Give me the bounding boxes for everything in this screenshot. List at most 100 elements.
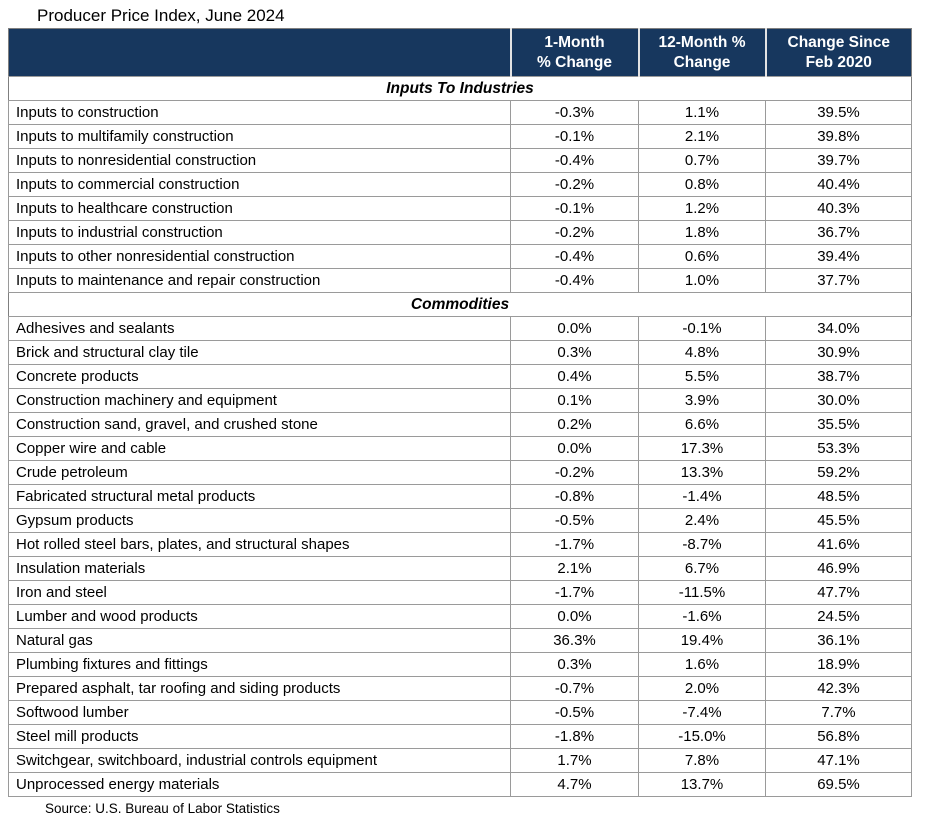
- table-row: Inputs to other nonresidential construct…: [8, 244, 912, 269]
- row-value-12-month-change: 3.9%: [638, 388, 766, 413]
- row-value-1-month-change: -0.1%: [510, 196, 639, 221]
- row-value-change-since-feb-2020: 59.2%: [765, 460, 912, 485]
- row-value-change-since-feb-2020: 48.5%: [765, 484, 912, 509]
- table-row: Softwood lumber -0.5% -7.4% 7.7%: [8, 700, 912, 725]
- row-value-1-month-change: -0.5%: [510, 700, 639, 725]
- row-value-12-month-change: -11.5%: [638, 580, 766, 605]
- row-value-change-since-feb-2020: 36.7%: [765, 220, 912, 245]
- table-row: Insulation materials 2.1% 6.7% 46.9%: [8, 556, 912, 581]
- row-label: Inputs to other nonresidential construct…: [8, 244, 511, 269]
- table-row: Steel mill products -1.8% -15.0% 56.8%: [8, 724, 912, 749]
- row-value-1-month-change: 0.3%: [510, 340, 639, 365]
- row-value-12-month-change: -8.7%: [638, 532, 766, 557]
- row-label: Construction sand, gravel, and crushed s…: [8, 412, 511, 437]
- table-row: Construction machinery and equipment 0.1%…: [8, 388, 912, 413]
- row-value-change-since-feb-2020: 7.7%: [765, 700, 912, 725]
- row-value-change-since-feb-2020: 35.5%: [765, 412, 912, 437]
- row-label: Unprocessed energy materials: [8, 772, 511, 797]
- row-value-12-month-change: 13.3%: [638, 460, 766, 485]
- row-value-1-month-change: 0.0%: [510, 436, 639, 461]
- row-value-1-month-change: -0.4%: [510, 244, 639, 269]
- table-row: Lumber and wood products 0.0% -1.6% 24.5%: [8, 604, 912, 629]
- table-row: Unprocessed energy materials 4.7% 13.7% 69.…: [8, 772, 912, 797]
- table-row: Copper wire and cable 0.0% 17.3% 53.3%: [8, 436, 912, 461]
- row-label: Concrete products: [8, 364, 511, 389]
- row-value-change-since-feb-2020: 45.5%: [765, 508, 912, 533]
- row-value-1-month-change: 4.7%: [510, 772, 639, 797]
- row-value-1-month-change: -0.2%: [510, 172, 639, 197]
- row-value-1-month-change: -1.7%: [510, 532, 639, 557]
- row-value-12-month-change: 1.8%: [638, 220, 766, 245]
- row-value-12-month-change: 4.8%: [638, 340, 766, 365]
- row-value-12-month-change: 17.3%: [638, 436, 766, 461]
- row-value-change-since-feb-2020: 38.7%: [765, 364, 912, 389]
- row-label: Hot rolled steel bars, plates, and struc…: [8, 532, 511, 557]
- row-value-change-since-feb-2020: 37.7%: [765, 268, 912, 293]
- row-value-1-month-change: 0.4%: [510, 364, 639, 389]
- row-value-12-month-change: 6.6%: [638, 412, 766, 437]
- row-value-12-month-change: 5.5%: [638, 364, 766, 389]
- row-value-change-since-feb-2020: 39.5%: [765, 100, 912, 125]
- row-value-change-since-feb-2020: 34.0%: [765, 316, 912, 341]
- table-row: Brick and structural clay tile 0.3% 4.8% 30…: [8, 340, 912, 365]
- row-value-12-month-change: 2.4%: [638, 508, 766, 533]
- row-value-1-month-change: -0.2%: [510, 460, 639, 485]
- row-label: Fabricated structural metal products: [8, 484, 511, 509]
- row-label: Lumber and wood products: [8, 604, 511, 629]
- table-row: Natural gas 36.3% 19.4% 36.1%: [8, 628, 912, 653]
- row-value-change-since-feb-2020: 56.8%: [765, 724, 912, 749]
- header-1-month-change: 1-Month % Change: [509, 28, 639, 77]
- header-change-since-feb-2020: Change Since Feb 2020: [764, 28, 912, 77]
- row-label: Prepared asphalt, tar roofing and siding…: [8, 676, 511, 701]
- row-value-12-month-change: 2.0%: [638, 676, 766, 701]
- row-value-1-month-change: -0.3%: [510, 100, 639, 125]
- row-value-change-since-feb-2020: 47.1%: [765, 748, 912, 773]
- row-value-12-month-change: 1.0%: [638, 268, 766, 293]
- header-corner-cell: [8, 28, 511, 77]
- table-row: Inputs to nonresidential construction -0.…: [8, 148, 912, 173]
- table-row: Inputs to commercial construction -0.2% 0.…: [8, 172, 912, 197]
- table-row: Inputs to construction -0.3% 1.1% 39.5%: [8, 100, 912, 125]
- row-value-change-since-feb-2020: 46.9%: [765, 556, 912, 581]
- table-row: Crude petroleum -0.2% 13.3% 59.2%: [8, 460, 912, 485]
- section-header-label: Commodities: [8, 292, 912, 317]
- ppi-table: 1-Month % Change 12-Month % Change Chang…: [8, 28, 912, 797]
- row-value-12-month-change: -1.6%: [638, 604, 766, 629]
- row-value-1-month-change: -0.2%: [510, 220, 639, 245]
- row-value-change-since-feb-2020: 53.3%: [765, 436, 912, 461]
- row-value-1-month-change: 0.0%: [510, 316, 639, 341]
- table-row: Switchgear, switchboard, industrial cont…: [8, 748, 912, 773]
- section-header-row: Commodities: [8, 292, 912, 317]
- table-row: Inputs to maintenance and repair constru…: [8, 268, 912, 293]
- table-row: Prepared asphalt, tar roofing and siding…: [8, 676, 912, 701]
- row-value-12-month-change: -7.4%: [638, 700, 766, 725]
- row-value-change-since-feb-2020: 24.5%: [765, 604, 912, 629]
- ppi-table-body: Inputs To Industries Inputs to constructi…: [8, 76, 912, 797]
- row-label: Inputs to commercial construction: [8, 172, 511, 197]
- row-value-change-since-feb-2020: 42.3%: [765, 676, 912, 701]
- row-label: Copper wire and cable: [8, 436, 511, 461]
- row-label: Insulation materials: [8, 556, 511, 581]
- table-row: Concrete products 0.4% 5.5% 38.7%: [8, 364, 912, 389]
- row-value-change-since-feb-2020: 69.5%: [765, 772, 912, 797]
- table-row: Construction sand, gravel, and crushed s…: [8, 412, 912, 437]
- row-label: Gypsum products: [8, 508, 511, 533]
- row-value-1-month-change: -0.4%: [510, 268, 639, 293]
- row-label: Adhesives and sealants: [8, 316, 511, 341]
- row-value-1-month-change: -1.8%: [510, 724, 639, 749]
- row-value-change-since-feb-2020: 39.8%: [765, 124, 912, 149]
- row-label: Inputs to maintenance and repair constru…: [8, 268, 511, 293]
- row-value-1-month-change: -0.7%: [510, 676, 639, 701]
- row-label: Crude petroleum: [8, 460, 511, 485]
- row-value-change-since-feb-2020: 30.9%: [765, 340, 912, 365]
- row-value-12-month-change: -15.0%: [638, 724, 766, 749]
- row-value-12-month-change: 13.7%: [638, 772, 766, 797]
- row-value-12-month-change: 1.2%: [638, 196, 766, 221]
- page-title: Producer Price Index, June 2024: [37, 6, 285, 25]
- row-value-12-month-change: 1.6%: [638, 652, 766, 677]
- row-value-12-month-change: -1.4%: [638, 484, 766, 509]
- row-value-12-month-change: 19.4%: [638, 628, 766, 653]
- row-value-change-since-feb-2020: 30.0%: [765, 388, 912, 413]
- table-header-row: 1-Month % Change 12-Month % Change Chang…: [8, 28, 912, 77]
- row-label: Inputs to healthcare construction: [8, 196, 511, 221]
